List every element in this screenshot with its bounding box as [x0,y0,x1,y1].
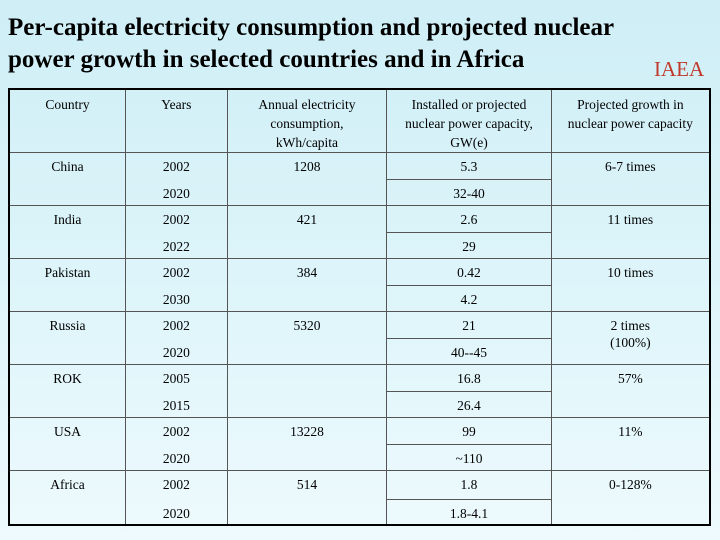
country-cell: India [8,205,127,259]
consumption-cell [226,499,388,525]
header-capacity: Installed or projected nuclear power cap… [386,88,552,153]
country-cell: Russia [8,311,127,365]
brand-label: IAEA [654,57,705,81]
country-cell: ROK [8,364,127,418]
table-row: Russia 2002 5320 21 2 times (100%) [8,311,711,365]
header-country: Country [8,88,127,153]
header-consumption: Annual electricity consumption, kWh/capi… [226,88,388,153]
capacity-cell: 26.4 [386,391,552,418]
table-row: India 2002 421 2.6 11 times [8,205,711,259]
consumption-cell: 421 [226,205,388,233]
table-row: Pakistan 2002 384 0.42 10 times [8,258,711,312]
capacity-cell: ~110 [386,444,552,471]
year-cell: 2020 [125,179,228,206]
year-cell: 2022 [125,232,228,259]
header-years: Years [125,88,228,153]
year-cell: 2002 [125,470,228,500]
year-cell: 2030 [125,285,228,312]
consumption-cell [226,285,388,312]
country-cell: USA [8,417,127,471]
capacity-cell: 1.8 [386,470,552,500]
table-row: 2015 26.4 [9,391,710,418]
year-cell: 2002 [125,258,228,286]
table-row: 2020 1.8-4.1 [9,499,710,525]
country-cell: Pakistan [8,258,127,312]
consumption-cell [226,232,388,259]
table-row: 2030 4.2 [9,285,710,312]
consumption-cell [226,179,388,206]
consumption-cell: 5320 [226,311,388,339]
table-row: USA 2002 13228 99 11% [8,417,711,471]
table-row: 2020 40--45 [9,338,710,365]
growth-cell: 2 times (100%) [550,311,711,365]
capacity-cell: 4.2 [386,285,552,312]
country-cell: Africa [8,470,127,525]
capacity-cell: 1.8-4.1 [386,499,552,525]
consumption-cell: 384 [226,258,388,286]
capacity-cell: 0.42 [386,258,552,286]
header-row: Country Years Annual electricity consump… [8,88,711,153]
year-cell: 2002 [125,417,228,445]
year-cell: 2002 [125,152,228,180]
data-table: Country Years Annual electricity consump… [8,88,711,526]
table-row: ROK 2005 16.8 57% [8,364,711,418]
header-growth: Projected growth in nuclear power capaci… [550,88,711,153]
growth-cell: 0-128% [550,470,711,525]
table-row: 2020 32-40 [9,179,710,206]
year-cell: 2015 [125,391,228,418]
capacity-cell: 99 [386,417,552,445]
year-cell: 2020 [125,444,228,471]
slide-title: Per-capita electricity consumption and p… [8,14,615,73]
consumption-cell [226,444,388,471]
table-row: Africa 2002 514 1.8 0-128% [8,470,711,525]
growth-cell: 10 times [550,258,711,312]
consumption-cell: 1208 [226,152,388,180]
consumption-cell [226,391,388,418]
capacity-cell: 5.3 [386,152,552,180]
consumption-cell: 13228 [226,417,388,445]
year-cell: 2002 [125,311,228,339]
consumption-cell [226,364,388,392]
country-cell: China [8,152,127,206]
consumption-cell: 514 [226,470,388,500]
capacity-cell: 29 [386,232,552,259]
growth-cell: 11% [550,417,711,471]
capacity-cell: 32-40 [386,179,552,206]
consumption-cell [226,338,388,365]
table-row: China 2002 1208 5.3 6-7 times [8,152,711,206]
capacity-cell: 40--45 [386,338,552,365]
year-cell: 2005 [125,364,228,392]
year-cell: 2020 [125,499,228,525]
capacity-cell: 16.8 [386,364,552,392]
year-cell: 2020 [125,338,228,365]
year-cell: 2002 [125,205,228,233]
growth-cell: 57% [550,364,711,418]
growth-cell: 6-7 times [550,152,711,206]
capacity-cell: 2.6 [386,205,552,233]
growth-cell: 11 times [550,205,711,259]
capacity-cell: 21 [386,311,552,339]
